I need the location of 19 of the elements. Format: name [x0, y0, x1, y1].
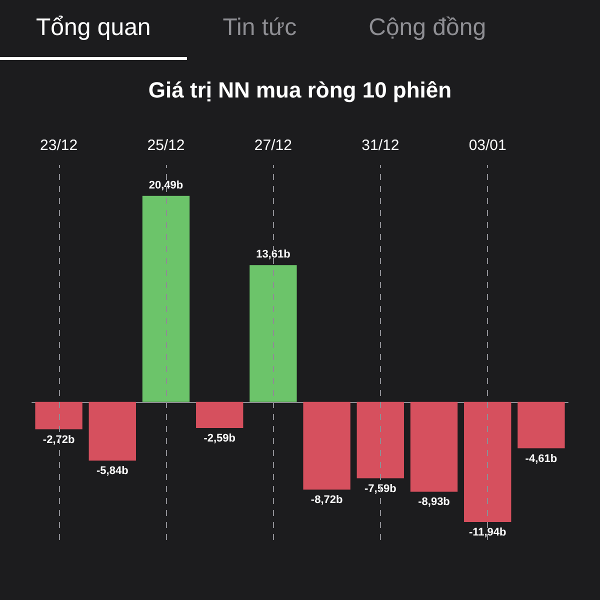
data-label: -8,93b — [418, 496, 450, 508]
data-label: 13,61b — [256, 248, 291, 261]
x-tick-label: 25/12 — [147, 137, 185, 154]
x-tick-label: 31/12 — [362, 137, 400, 154]
data-label: 20,49b — [148, 179, 184, 192]
data-label: -7,59b — [364, 482, 397, 495]
x-tick-label: 27/12 — [254, 137, 292, 154]
data-label: -11,94b — [468, 526, 507, 538]
text: Tin tức — [222, 13, 298, 43]
chart-title: Giá trị NN mua ròng 10 phiên — [148, 78, 452, 102]
data-label: -2,59b — [204, 432, 236, 444]
text: Tổng quan — [0, 0, 187, 60]
x-tick-label: 23/12 — [40, 137, 78, 154]
data-label: -4,61b — [525, 452, 558, 465]
x-tick-label: 03/01 — [468, 137, 506, 154]
data-label: -5,84b — [96, 465, 129, 478]
data-label: -8,72b — [310, 494, 343, 506]
text: Cộng đồng — [368, 13, 488, 43]
data-label: -2,72b — [42, 434, 75, 446]
